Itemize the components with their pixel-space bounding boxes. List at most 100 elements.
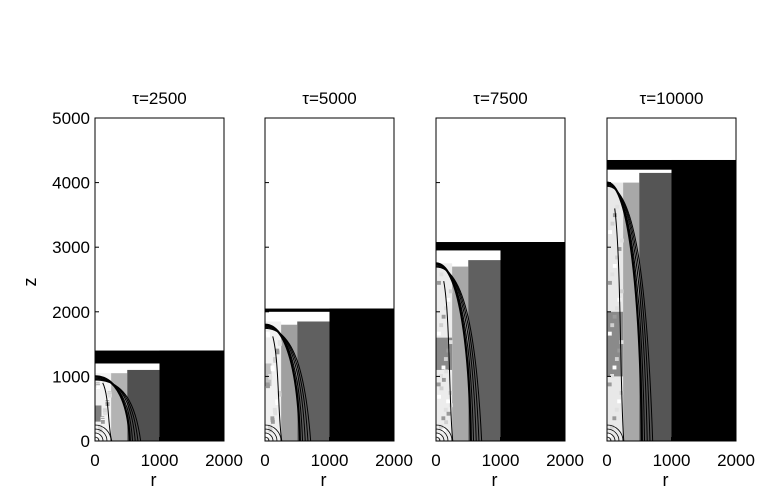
panel-title: τ=10000 xyxy=(640,89,704,108)
grid-cell xyxy=(95,433,100,438)
grid-cell xyxy=(96,385,101,390)
grid-cell xyxy=(275,401,280,406)
grid-cell xyxy=(444,420,449,425)
grid-cell xyxy=(103,411,108,416)
grid-cell xyxy=(439,424,443,429)
grid-cell xyxy=(448,289,453,294)
grid-cell xyxy=(617,348,622,353)
grid-cell xyxy=(443,407,448,412)
grid-block xyxy=(95,373,112,441)
grid-cell xyxy=(436,433,441,438)
grid-cell xyxy=(614,357,619,361)
panel-4: 0 1000 2000 r τ=10000 xyxy=(602,89,755,490)
grid-block xyxy=(265,308,394,312)
contour-line xyxy=(607,428,620,441)
grid-cell xyxy=(270,419,275,424)
contour-line xyxy=(95,377,136,441)
contour-line xyxy=(265,428,278,441)
y-tick-label: 0 xyxy=(81,432,90,451)
grid-cell xyxy=(439,323,444,328)
grid-block xyxy=(111,373,128,441)
x-tick-label: 0 xyxy=(602,451,611,470)
grid-cell xyxy=(612,416,617,421)
panel-title: τ=5000 xyxy=(302,89,356,108)
grid-cell xyxy=(444,306,448,311)
grid-cell xyxy=(441,365,446,370)
contour-line xyxy=(436,424,453,441)
grid-cell xyxy=(612,263,617,268)
x-axis-label: r xyxy=(492,470,498,490)
panel-title: τ=7500 xyxy=(473,89,527,108)
grid-cell xyxy=(443,357,448,361)
grid-cell xyxy=(273,358,278,363)
grid-cell xyxy=(273,411,278,416)
grid-cell xyxy=(270,367,275,372)
grid-cell xyxy=(610,323,615,328)
grid-block xyxy=(500,242,565,441)
grid-cell xyxy=(266,333,271,338)
grid-cell xyxy=(275,350,280,355)
x-tick-label: 2000 xyxy=(375,451,413,470)
panel-title: τ=2500 xyxy=(132,89,186,108)
x-tick-label: 1000 xyxy=(311,451,349,470)
x-axis-label: r xyxy=(663,470,669,490)
grid-block xyxy=(607,311,624,377)
grid-cell xyxy=(441,416,446,421)
grid-cell xyxy=(612,365,617,370)
grid-block xyxy=(329,308,394,441)
contour-line xyxy=(607,432,616,441)
grid-cell xyxy=(439,272,444,277)
grid-cell xyxy=(615,255,620,260)
grid-cell xyxy=(268,375,273,380)
grid-cell xyxy=(437,394,442,399)
contour-line xyxy=(443,281,454,441)
grid-block xyxy=(95,350,224,364)
x-axis-label: r xyxy=(321,470,327,490)
grid-cell xyxy=(439,386,444,391)
grid-cell xyxy=(446,411,451,416)
contour-line xyxy=(265,327,312,441)
grid-cell xyxy=(614,407,619,412)
grid-cell xyxy=(441,428,446,433)
grid-cell xyxy=(100,419,105,424)
grid-cell xyxy=(610,272,615,277)
grid-cell xyxy=(610,374,615,378)
panel-1: 0 1000 2000 r τ=2500 0 1000 2000 3000 4000 5000 xyxy=(52,89,243,490)
y-tick-label: 1000 xyxy=(52,367,90,386)
grid-cell xyxy=(441,377,446,382)
grid-cell xyxy=(619,238,624,243)
grid-block xyxy=(159,350,224,441)
contour-line xyxy=(607,185,654,441)
grid-cell xyxy=(446,297,451,302)
contour-line xyxy=(607,424,624,441)
grid-cell xyxy=(612,314,617,319)
grid-cell xyxy=(265,433,270,438)
x-tick-label: 2000 xyxy=(205,451,243,470)
x-tick-label: 0 xyxy=(431,451,440,470)
x-tick-label: 1000 xyxy=(141,451,179,470)
x-tick-label: 2000 xyxy=(717,451,755,470)
grid-cell xyxy=(619,289,624,294)
grid-cell xyxy=(617,247,622,251)
contour-line xyxy=(95,378,139,441)
y-tick-label: 2000 xyxy=(52,303,90,322)
grid-cell xyxy=(436,331,441,336)
y-axis-label: z xyxy=(20,278,40,287)
x-tick-label: 0 xyxy=(260,451,269,470)
grid-cell xyxy=(617,399,622,404)
contour-line xyxy=(265,432,274,441)
y-tick-label: 4000 xyxy=(52,174,90,193)
grid-cell xyxy=(610,424,614,429)
contour-line xyxy=(95,428,108,441)
grid-cell xyxy=(448,340,453,345)
panel-plot-area xyxy=(95,350,224,441)
grid-cell xyxy=(607,433,612,438)
contour-line xyxy=(265,424,282,441)
grid-cell xyxy=(610,221,615,226)
grid-cell xyxy=(615,204,620,209)
contour-line xyxy=(436,428,449,441)
grid-block xyxy=(127,369,160,441)
contour-line xyxy=(272,336,283,441)
contour-line xyxy=(436,432,445,441)
